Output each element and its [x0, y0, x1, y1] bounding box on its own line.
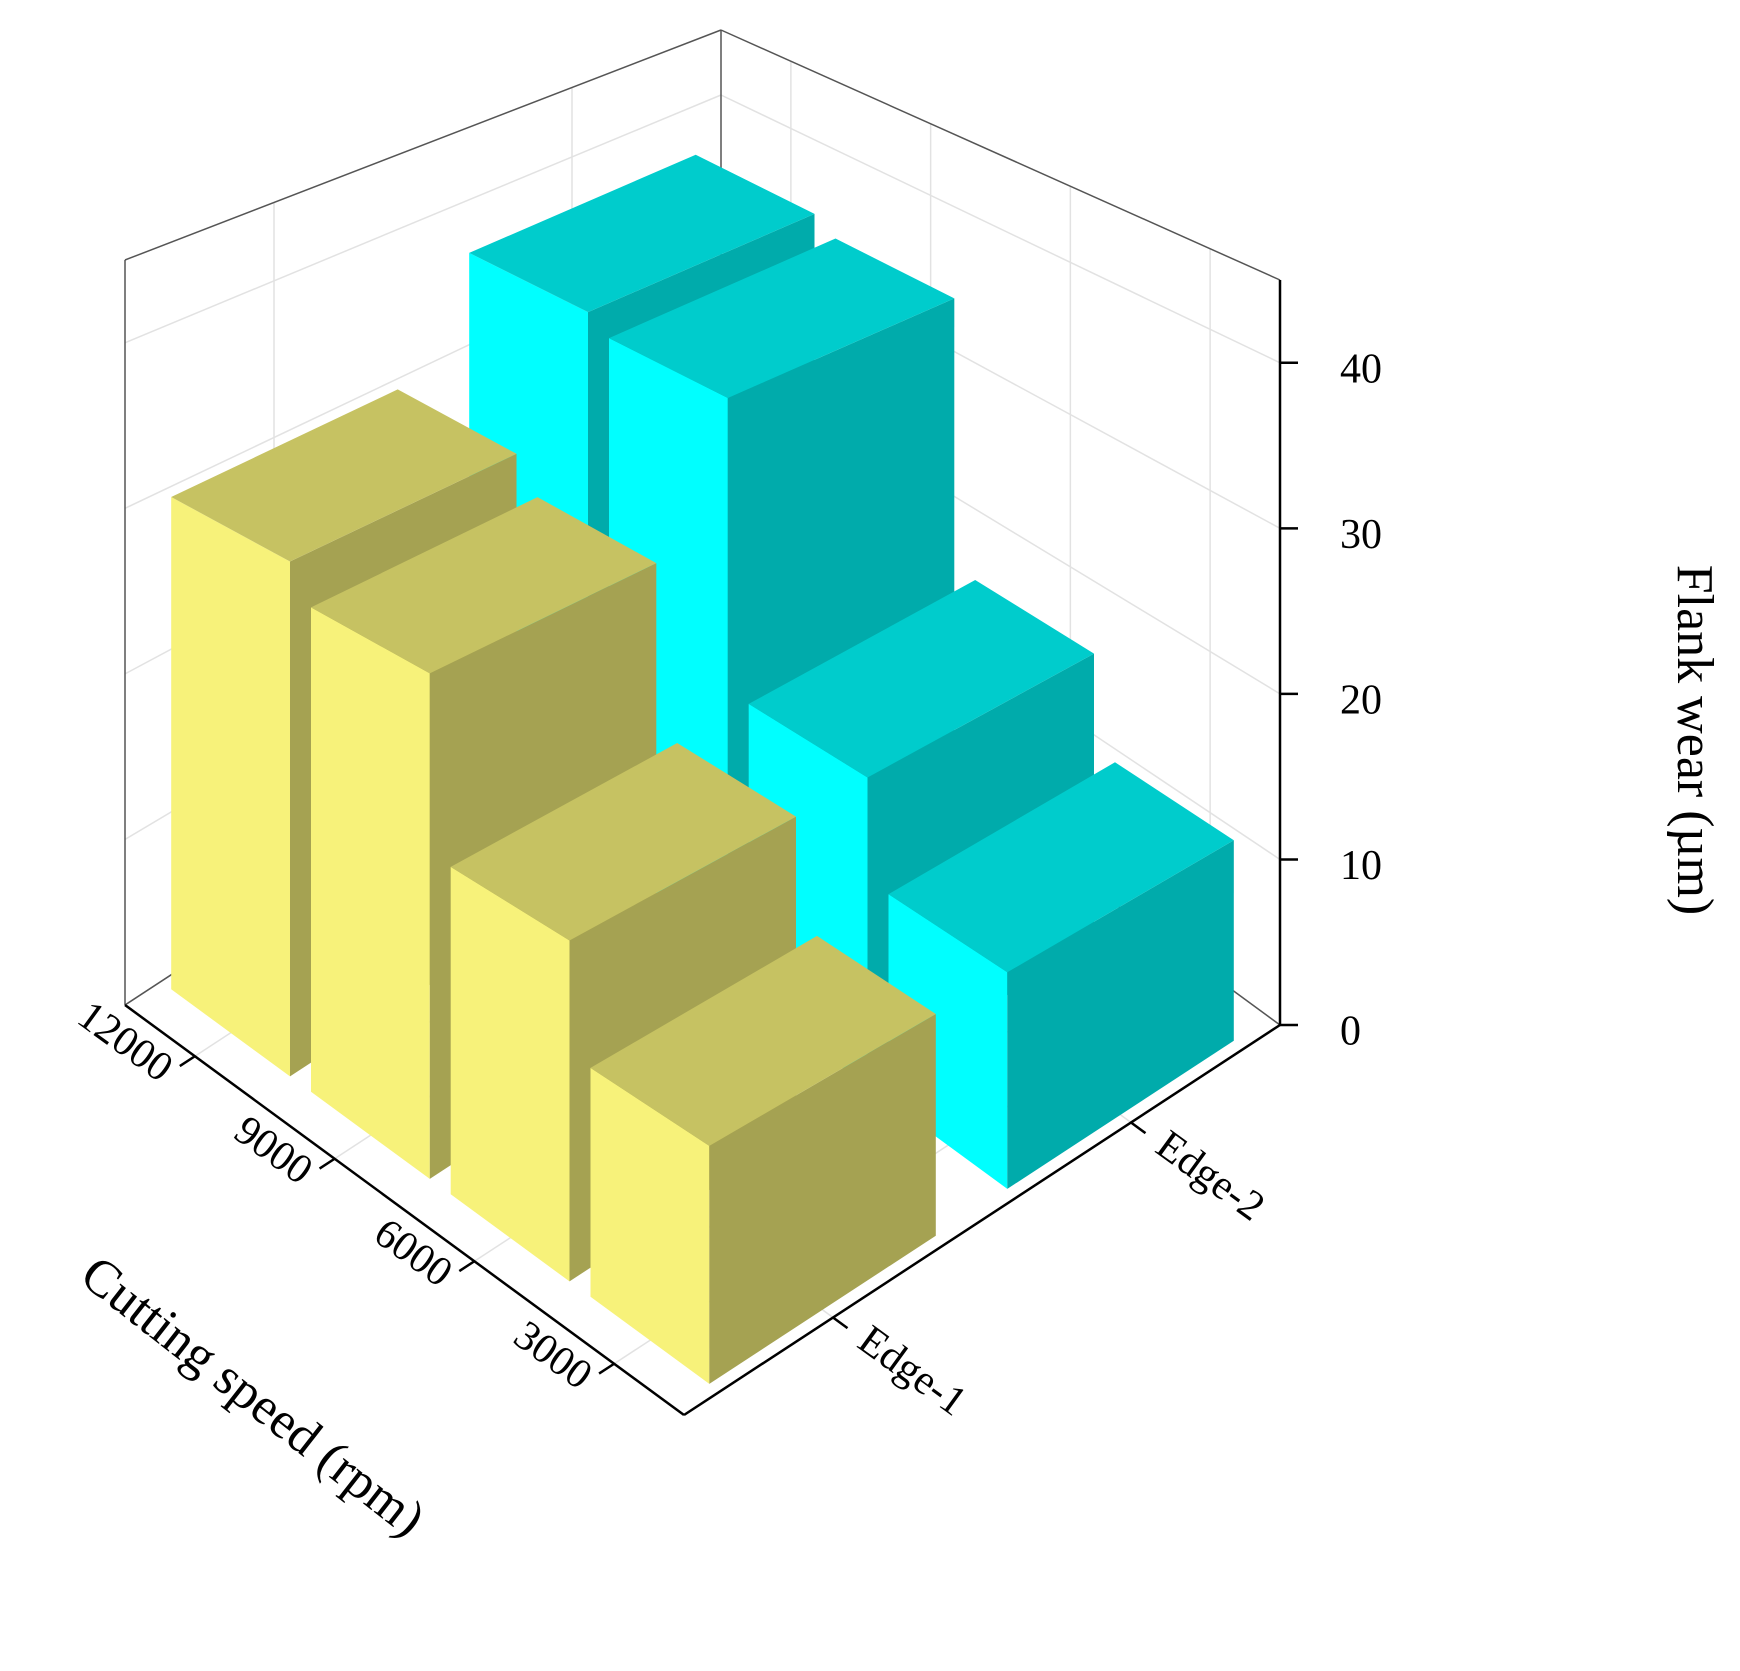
- x-tick: [318, 1157, 336, 1170]
- x-tick: [598, 1362, 615, 1375]
- edge-tick: [832, 1316, 849, 1330]
- frame-edge: [720, 29, 1281, 281]
- frame-edge: [124, 29, 722, 261]
- y-tick-label: 10: [1340, 843, 1382, 889]
- legend-label: Edge-2: [1148, 1122, 1273, 1231]
- x-tick: [458, 1260, 476, 1273]
- bar-side: [590, 1067, 710, 1384]
- bar-front: [1007, 840, 1234, 1189]
- edge-tick: [1130, 1121, 1147, 1135]
- legend-label: Edge-1: [850, 1317, 975, 1426]
- x-tick-label: 9000: [226, 1107, 321, 1194]
- y-axis-title: Flank wear (µm): [1666, 565, 1723, 916]
- bar-side: [171, 497, 290, 1077]
- bar-top: [450, 743, 796, 941]
- bar-top: [590, 935, 936, 1146]
- bar-side: [311, 607, 430, 1179]
- x-tick: [179, 1055, 196, 1068]
- bar: [590, 935, 936, 1384]
- bars: [171, 154, 1234, 1384]
- grid-line: [124, 94, 722, 344]
- y-tick-label: 30: [1340, 512, 1382, 558]
- x-tick-label: 12000: [69, 992, 181, 1091]
- y-tick-label: 40: [1340, 346, 1382, 392]
- bar-top: [469, 154, 815, 313]
- x-tick-label: 6000: [366, 1210, 461, 1297]
- y-tick-label: 0: [1340, 1009, 1361, 1055]
- bar-front: [709, 1014, 936, 1384]
- bar-top: [888, 762, 1234, 973]
- edge-axis-line: [683, 1023, 1281, 1417]
- x-tick-label: 3000: [505, 1312, 600, 1399]
- bar-top: [171, 389, 517, 562]
- grid-line: [720, 94, 1281, 364]
- x-axis-title: Cutting speed (rpm): [70, 1245, 435, 1548]
- bar-top: [311, 497, 657, 674]
- y-tick-label: 20: [1340, 678, 1382, 724]
- x-axis-line: [124, 1003, 685, 1417]
- bar-top: [609, 238, 955, 398]
- bar-side: [450, 866, 570, 1282]
- bar-top: [748, 580, 1094, 778]
